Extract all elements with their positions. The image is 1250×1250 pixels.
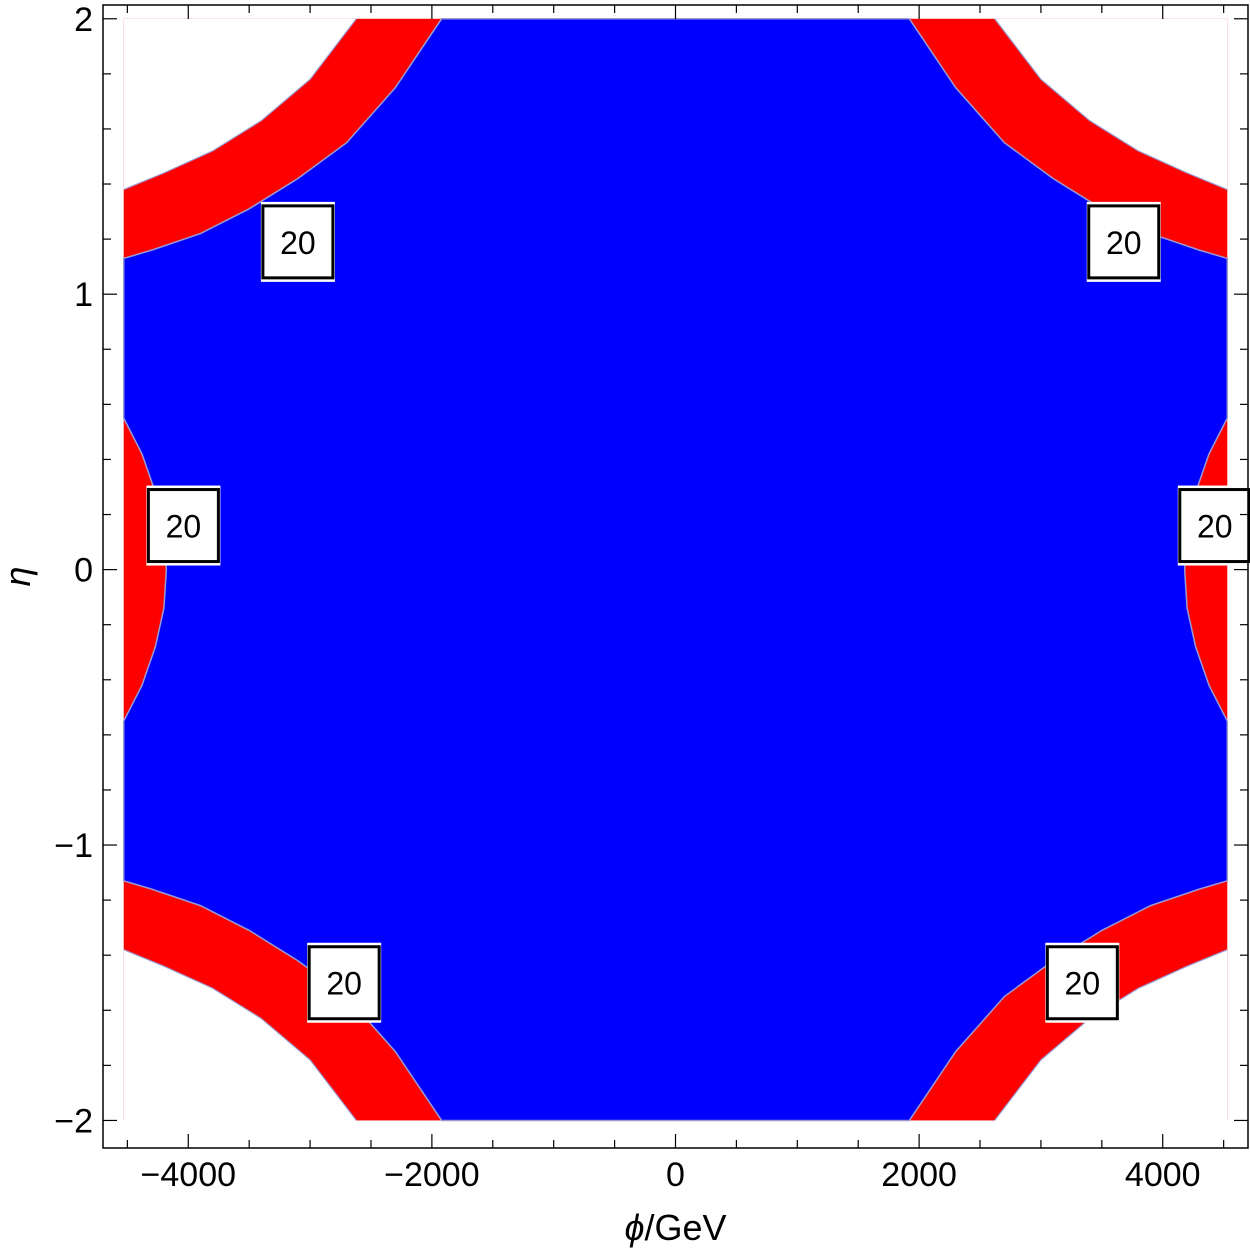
y-axis-title: η — [0, 567, 38, 587]
y-tick-label: 0 — [74, 552, 93, 590]
outside-corner — [994, 18, 1228, 190]
contour-label: 20 — [1086, 201, 1161, 282]
contour-labels: 20 20 20 20 20 20 — [146, 201, 1250, 1023]
contour-label-value: 20 — [1106, 225, 1142, 261]
contour-label-value: 20 — [166, 509, 202, 545]
y-tick-label: −2 — [54, 1102, 93, 1140]
x-tick-label: 0 — [666, 1156, 685, 1194]
contour-label-box — [1178, 488, 1250, 564]
contour-regions — [103, 5, 1248, 1148]
contour-line — [123, 949, 357, 1121]
contour-label-box — [307, 945, 381, 1021]
x-tick-label: −4000 — [141, 1156, 237, 1194]
contour-label: 20 — [260, 201, 335, 282]
x-axis-symbol: ϕ — [624, 1207, 644, 1248]
contour-label-value: 20 — [280, 225, 316, 261]
contour-label-value: 20 — [326, 966, 362, 1002]
contour-label: 20 — [1177, 485, 1250, 566]
contour-label-value: 20 — [1065, 966, 1101, 1002]
contour-label-box — [146, 488, 220, 564]
y-tick-label: 1 — [74, 276, 93, 314]
inner-region — [122, 18, 1229, 1122]
x-tick-label: −2000 — [384, 1156, 480, 1194]
x-axis-unit: /GeV — [644, 1207, 726, 1248]
contour-line — [123, 18, 357, 191]
y-tick-label: 2 — [74, 1, 93, 39]
outside-corner — [994, 949, 1228, 1121]
contour-label: 20 — [146, 485, 221, 566]
outside-corner — [123, 949, 357, 1121]
contour-label-box — [1087, 204, 1161, 280]
contour-label-value: 20 — [1197, 509, 1233, 545]
y-tick-label: −1 — [54, 827, 93, 865]
x-tick-label: 4000 — [1125, 1156, 1201, 1194]
axis-ticks: −4000 −2000 0 2000 4000 −2 −1 0 1 2 — [54, 1, 1248, 1194]
contour-line — [994, 18, 1228, 191]
contour-label-box — [261, 204, 335, 280]
outside-corner — [123, 18, 357, 190]
x-axis-title: ϕ/GeV — [624, 1207, 726, 1248]
contour-label: 20 — [1045, 942, 1120, 1023]
contour-label-box — [1045, 945, 1119, 1021]
x-tick-label: 2000 — [881, 1156, 957, 1194]
contour-label: 20 — [307, 942, 382, 1023]
